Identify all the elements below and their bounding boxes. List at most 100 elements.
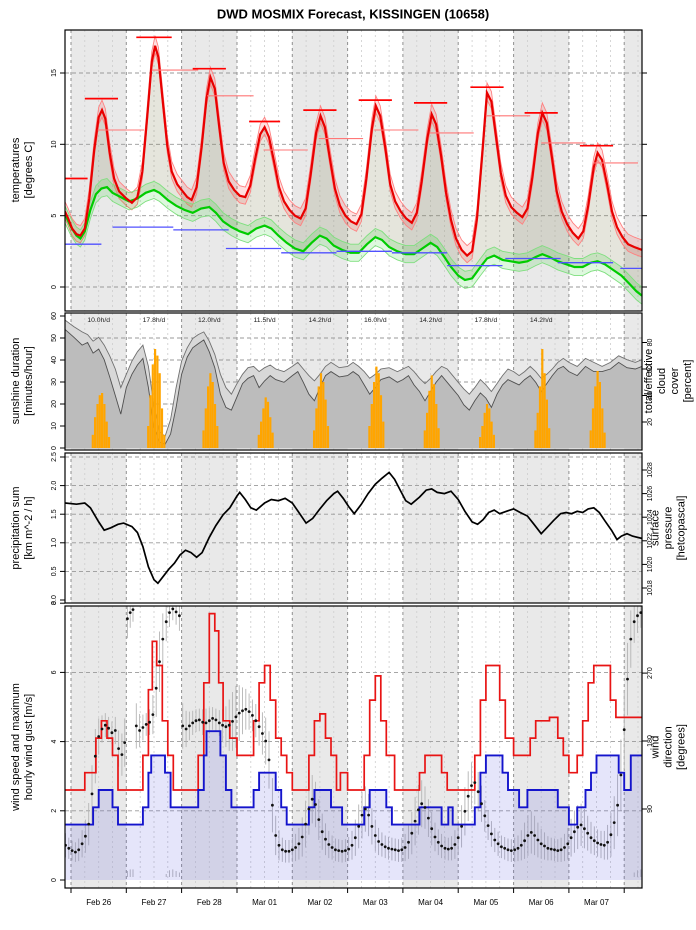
wind-direction-dot xyxy=(237,711,241,715)
wind-direction-dot xyxy=(191,721,195,725)
wind-direction-dot xyxy=(596,841,599,845)
wind-direction-dot xyxy=(184,727,188,731)
wind-direction-dot xyxy=(453,843,457,846)
wind-direction-dot xyxy=(123,741,127,744)
wind-direction-dot xyxy=(224,725,228,729)
wind-direction-dot xyxy=(493,838,497,842)
sunshine-bar xyxy=(204,408,207,448)
wind-direction-dot xyxy=(297,842,301,846)
sunshine-bar xyxy=(216,426,219,448)
date-label: Mar 06 xyxy=(529,898,554,907)
wind-direction-dot xyxy=(599,843,603,846)
wind-direction-dot xyxy=(407,840,410,844)
sunshine-bar xyxy=(156,355,159,448)
wind-direction-dot xyxy=(639,611,642,614)
wind-direction-dot xyxy=(144,723,148,726)
wind-direction-dot xyxy=(294,846,297,849)
date-label: Feb 27 xyxy=(142,898,167,907)
wind-direction-dot xyxy=(100,727,104,731)
wind-direction-dot xyxy=(420,802,424,806)
wind-direction-dot xyxy=(397,849,400,852)
date-label: Mar 01 xyxy=(252,898,277,907)
wind-direction-dot xyxy=(619,773,623,777)
wind-direction-dot xyxy=(197,718,201,722)
wind-direction-dot xyxy=(347,847,351,851)
panel-border xyxy=(64,29,643,312)
wind-direction-dot xyxy=(616,803,619,807)
date-label: Feb 26 xyxy=(86,898,111,907)
left-tick-label: 1.0 xyxy=(51,538,58,548)
wind-direction-dot xyxy=(367,813,370,817)
wind-direction-dot xyxy=(579,823,583,827)
wind-direction-dot xyxy=(400,848,404,852)
sunshine-bar xyxy=(490,421,493,448)
wind-direction-dot xyxy=(334,848,337,852)
wind-direction-dot xyxy=(490,832,493,836)
wind-direction-dot xyxy=(217,721,221,725)
sunshine-bar xyxy=(368,426,371,448)
sunshine-bar xyxy=(601,408,604,448)
left-tick-label: 10 xyxy=(51,422,58,430)
wind-direction-dot xyxy=(436,840,440,844)
temperature-series xyxy=(65,35,642,305)
wind-gust-line xyxy=(65,612,642,791)
sunshine-bar xyxy=(91,434,94,448)
sunshine-bar xyxy=(202,430,205,448)
axis-label-temperature: temperatures [degrees C] xyxy=(10,137,35,203)
wind-direction-dot xyxy=(131,608,135,611)
right-tick-label: 180 xyxy=(647,735,654,747)
panel-border xyxy=(64,312,643,451)
dew-point-band-lower xyxy=(65,195,642,305)
wind-direction-dot xyxy=(430,827,434,831)
wind-direction-dot xyxy=(523,839,526,843)
wind-direction-dot xyxy=(93,754,97,758)
sunshine-bar xyxy=(426,412,429,448)
left-tick-label: 1.5 xyxy=(51,509,58,519)
left-tick-label: 0.0 xyxy=(51,595,58,605)
wind-direction-dot xyxy=(194,719,198,723)
wind-direction-dot xyxy=(241,709,244,713)
wind-direction-dot xyxy=(609,833,613,837)
wind-direction-dot xyxy=(337,849,341,852)
cloud-sunshine-series xyxy=(65,319,642,449)
left-tick-label: 6 xyxy=(51,670,58,674)
axis-label-precipitation: precipitation sum [km m^-2 / h] xyxy=(10,486,35,570)
wind-direction-dot xyxy=(470,784,473,787)
daily-sunshine-label: 14.2h/d xyxy=(530,317,553,324)
wind-direction-dot xyxy=(446,847,450,851)
wind-direction-dot xyxy=(330,846,334,849)
sunshine-bar xyxy=(315,408,318,448)
left-tick-label: 2.5 xyxy=(51,452,58,462)
wind-direction-dot xyxy=(636,614,639,618)
sunshine-bar xyxy=(322,382,325,448)
wind-direction-dot xyxy=(410,831,414,835)
wind-direction-dot xyxy=(443,846,447,850)
day-band xyxy=(624,453,642,603)
wind-direction-dot xyxy=(516,846,520,850)
wind-direction-dot xyxy=(110,731,114,735)
axis-label-sunshine: sunshine duration [minutes/hour] xyxy=(10,337,35,425)
daily-sunshine-label: 14.2h/d xyxy=(419,317,442,324)
wind-direction-dot xyxy=(307,807,311,811)
sunshine-bar xyxy=(377,373,380,448)
wind-direction-dot xyxy=(360,813,364,817)
sunshine-bar xyxy=(107,437,111,448)
wind-direction-dot xyxy=(128,611,132,614)
sunshine-bar xyxy=(262,408,265,448)
wind-direction-dot xyxy=(264,739,268,743)
wind-direction-dot xyxy=(201,720,205,724)
axis-label-wind-direction: wind direction [degrees] xyxy=(649,724,688,770)
wind-direction-dot xyxy=(509,849,513,852)
daily-sunshine-label: 11.5h/d xyxy=(254,317,276,324)
wind-direction-dot xyxy=(340,849,344,853)
sunshine-bar xyxy=(211,382,214,448)
left-tick-label: 40 xyxy=(51,356,58,364)
wind-direction-dot xyxy=(90,792,94,796)
sunshine-bar xyxy=(536,412,539,448)
left-tick-label: 0 xyxy=(51,878,58,882)
daily-sunshine-label: 14.2h/d xyxy=(309,317,332,324)
wind-direction-dot xyxy=(513,848,517,852)
wind-direction-dot xyxy=(413,819,417,823)
wind-direction-dot xyxy=(573,830,576,834)
